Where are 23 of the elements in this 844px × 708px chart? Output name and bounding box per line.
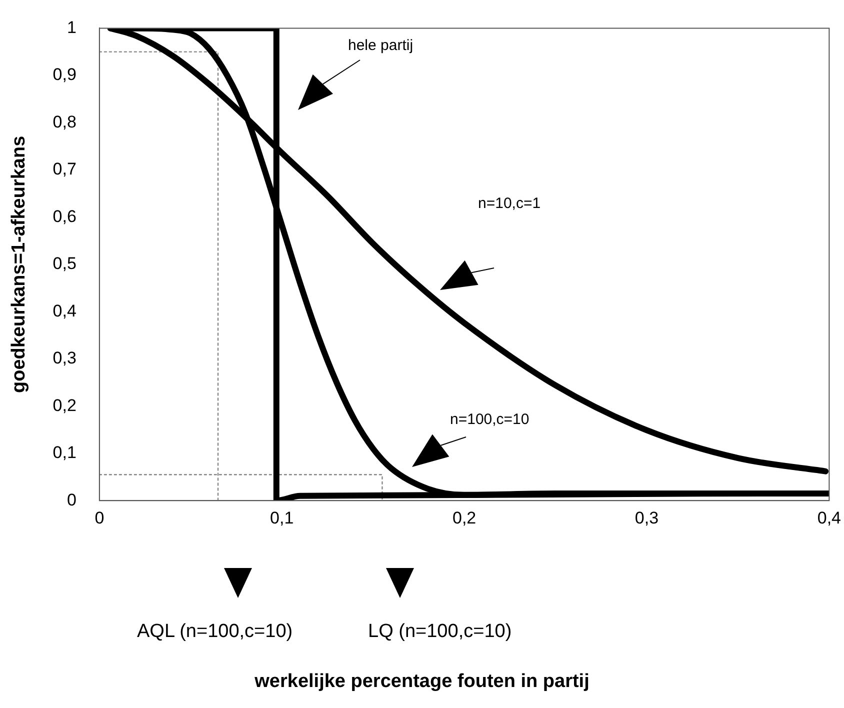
y-tick-label: 0,7	[52, 160, 76, 179]
y-axis-title: goedkeurkans=1-afkeurkans	[8, 136, 30, 393]
annotation: hele partij	[348, 37, 414, 54]
y-tick-label: 0,6	[52, 206, 76, 226]
x-tick-label: 0,2	[452, 508, 476, 528]
x-tick-label: 0,4	[817, 508, 842, 528]
y-tick-label: 0,1	[52, 443, 76, 462]
annotation: n=10,c=1	[478, 195, 541, 212]
x-tick-label: 0	[94, 508, 104, 528]
text: AQL (n=100,c=10)	[137, 621, 293, 642]
x-tick-label: 0,3	[634, 508, 659, 528]
x-tick-label: 0,1	[270, 508, 294, 528]
y-tick-label: 0,3	[52, 348, 76, 368]
y-tick-label: 0,5	[52, 254, 76, 274]
y-tick-label: 0,9	[52, 65, 76, 84]
y-tick-label: 0,8	[52, 112, 76, 132]
text: werkelijke percentage fouten in partij	[254, 671, 590, 692]
y-tick-label: 0,2	[52, 396, 76, 415]
text: LQ (n=100,c=10)	[368, 621, 512, 642]
y-tick-label: 0,4	[52, 301, 76, 320]
annotation: n=100,c=10	[450, 411, 530, 428]
y-tick-label: 1	[66, 18, 76, 37]
y-tick-label: 0	[66, 490, 76, 510]
